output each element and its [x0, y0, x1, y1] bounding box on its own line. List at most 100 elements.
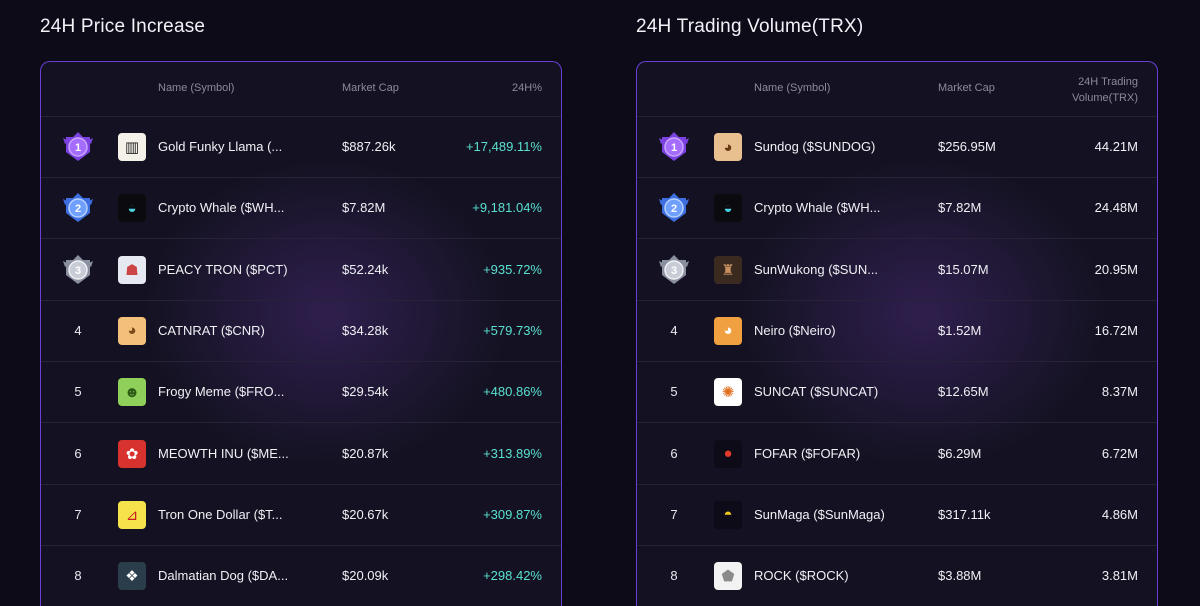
market-cap-value: $20.87k — [342, 445, 389, 461]
rank-number: 5 — [74, 384, 82, 400]
table-row[interactable]: 6 ✿ MEOWTH INU ($ME... $20.87k +313.89% — [41, 424, 561, 485]
change-value: +313.89% — [483, 445, 542, 461]
rank-1-medal-icon: 1 — [657, 130, 691, 164]
whale-icon: ◒ — [714, 194, 742, 223]
rank-3-medal-icon: 3 — [657, 253, 691, 287]
token-name[interactable]: CATNRAT ($CNR) — [158, 322, 265, 338]
market-cap-value: $7.82M — [938, 200, 982, 216]
header-market-cap[interactable]: Market Cap — [342, 82, 399, 94]
price-increase-table: Name (Symbol) Market Cap 24H% 1 ▥ Gold Fu… — [40, 61, 562, 606]
whale-icon: ◒ — [118, 194, 146, 223]
table-row[interactable]: 3 ♜ SunWukong ($SUN... $15.07M 20.95M — [637, 240, 1157, 301]
change-value: +298.42% — [483, 568, 542, 584]
table-row[interactable]: 1 ◕ Sundog ($SUNDOG) $256.95M 44.21M — [637, 117, 1157, 178]
token-name[interactable]: FOFAR ($FOFAR) — [754, 445, 861, 461]
rank-number: 4 — [74, 322, 82, 338]
token-name[interactable]: Dalmatian Dog ($DA... — [158, 568, 289, 584]
market-cap-value: $34.28k — [342, 322, 389, 338]
rank-number: 7 — [670, 506, 678, 522]
market-cap-value: $12.65M — [938, 384, 989, 400]
frog-icon: ☻ — [118, 378, 146, 407]
header-volume-line1: 24H Trading — [1078, 76, 1138, 88]
table-header: Name (Symbol) Market Cap 24H Trading Vol… — [637, 62, 1157, 117]
svg-text:2: 2 — [671, 203, 677, 215]
volume-value: 16.72M — [1094, 322, 1138, 338]
table-row[interactable]: 7 ◓ SunMaga ($SunMaga) $317.11k 4.86M — [637, 485, 1157, 546]
rank-number: 4 — [670, 322, 678, 338]
svg-text:3: 3 — [671, 265, 677, 277]
trading-volume-table: Name (Symbol) Market Cap 24H Trading Vol… — [636, 61, 1158, 606]
rank-3-medal-icon: 3 — [61, 253, 95, 287]
change-value: +9,181.04% — [472, 200, 542, 216]
rank-2-medal-icon: 2 — [61, 191, 95, 225]
token-name[interactable]: PEACY TRON ($PCT) — [158, 261, 288, 277]
robot-icon: ☗ — [118, 255, 146, 284]
rank-number: 8 — [670, 568, 678, 584]
change-value: +17,489.11% — [465, 139, 542, 154]
market-cap-value: $6.29M — [938, 445, 982, 461]
market-cap-value: $20.09k — [342, 568, 389, 584]
table-row[interactable]: 2 ◒ Crypto Whale ($WH... $7.82M +9,181.04% — [41, 178, 561, 240]
table-row[interactable]: 1 ▥ Gold Funky Llama (... $887.26k +17,489.… — [41, 117, 561, 178]
token-name[interactable]: Crypto Whale ($WH... — [754, 200, 881, 216]
shiba-icon: ◕ — [714, 316, 742, 345]
header-name: Name (Symbol) — [158, 82, 235, 94]
dog-icon: ◕ — [714, 133, 742, 161]
volume-value: 8.37M — [1101, 384, 1138, 400]
token-name[interactable]: Crypto Whale ($WH... — [158, 200, 285, 216]
token-name[interactable]: Frogy Meme ($FRO... — [158, 384, 285, 400]
market-cap-value: $256.95M — [938, 139, 996, 154]
volume-value: 3.81M — [1101, 568, 1138, 584]
table-row[interactable]: 2 ◒ Crypto Whale ($WH... $7.82M 24.48M — [637, 178, 1157, 240]
market-cap-value: $29.54k — [342, 384, 389, 400]
token-name[interactable]: SUNCAT ($SUNCAT) — [754, 384, 879, 400]
token-name[interactable]: MEOWTH INU ($ME... — [158, 445, 289, 461]
rank-2-medal-icon: 2 — [657, 191, 691, 225]
token-name[interactable]: SunWukong ($SUN... — [754, 261, 879, 277]
cap-icon: ◓ — [714, 500, 742, 529]
wukong-icon: ♜ — [714, 255, 742, 284]
market-cap-value: $20.67k — [342, 506, 389, 522]
token-name[interactable]: Neiro ($Neiro) — [754, 322, 836, 338]
header-volume-line2: Volume(TRX) — [1071, 92, 1138, 104]
table-row[interactable]: 8 ⬟ ROCK ($ROCK) $3.88M 3.81M — [637, 546, 1157, 606]
table-row[interactable]: 6 ● FOFAR ($FOFAR) $6.29M 6.72M — [637, 424, 1157, 485]
header-market-cap[interactable]: Market Cap — [938, 82, 995, 94]
llama-icon: ▥ — [118, 133, 146, 161]
svg-text:1: 1 — [75, 142, 81, 154]
volume-value: 20.95M — [1094, 261, 1138, 277]
change-value: +935.72% — [483, 261, 542, 277]
rank-number: 7 — [74, 506, 82, 522]
volume-value: 4.86M — [1101, 506, 1138, 522]
table-row[interactable]: 3 ☗ PEACY TRON ($PCT) $52.24k +935.72% — [41, 240, 561, 301]
table-row[interactable]: 5 ☻ Frogy Meme ($FRO... $29.54k +480.86% — [41, 362, 561, 424]
market-cap-value: $3.88M — [938, 568, 982, 584]
change-value: +579.73% — [483, 322, 542, 338]
table-row[interactable]: 5 ✺ SUNCAT ($SUNCAT) $12.65M 8.37M — [637, 362, 1157, 424]
rock-icon: ⬟ — [714, 562, 742, 591]
rank-number: 5 — [670, 384, 678, 400]
token-name[interactable]: Gold Funky Llama (... — [158, 139, 283, 154]
header-volume[interactable]: 24H Trading Volume(TRX) — [1048, 74, 1138, 106]
suncat-icon: ✺ — [714, 378, 742, 407]
rank-number: 6 — [74, 445, 82, 461]
table-row[interactable]: 4 ◕ Neiro ($Neiro) $1.52M 16.72M — [637, 301, 1157, 362]
table-row[interactable]: 8 ❖ Dalmatian Dog ($DA... $20.09k +298.42% — [41, 546, 561, 606]
price-increase-title: 24H Price Increase — [40, 16, 206, 37]
table-row[interactable]: 7 ⊿ Tron One Dollar ($T... $20.67k +309.87% — [41, 485, 561, 546]
tron-dollar-icon: ⊿ — [118, 500, 146, 529]
market-cap-value: $1.52M — [938, 322, 982, 338]
token-name[interactable]: Sundog ($SUNDOG) — [754, 139, 876, 154]
token-name[interactable]: SunMaga ($SunMaga) — [754, 506, 885, 522]
cat-icon: ◕ — [118, 316, 146, 345]
token-name[interactable]: Tron One Dollar ($T... — [158, 506, 283, 522]
svg-text:3: 3 — [75, 265, 81, 277]
header-change[interactable]: 24H% — [512, 82, 542, 94]
market-cap-value: $52.24k — [342, 261, 389, 277]
rank-number: 6 — [670, 445, 678, 461]
token-name[interactable]: ROCK ($ROCK) — [754, 568, 849, 584]
pepe-icon: ● — [714, 439, 742, 468]
svg-text:2: 2 — [75, 203, 81, 215]
market-cap-value: $7.82M — [342, 200, 386, 216]
table-row[interactable]: 4 ◕ CATNRAT ($CNR) $34.28k +579.73% — [41, 301, 561, 362]
